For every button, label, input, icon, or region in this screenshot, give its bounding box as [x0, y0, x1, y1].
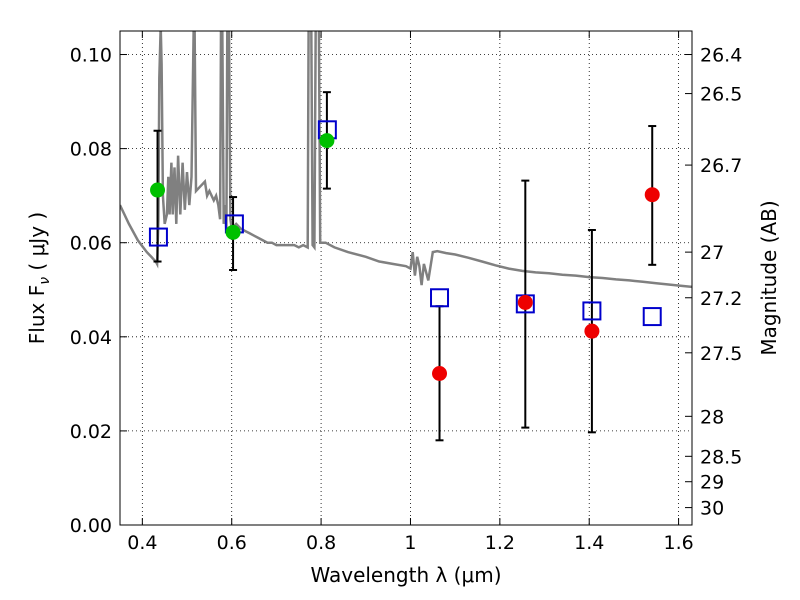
y2-tick-label: 29 — [700, 472, 724, 494]
y2-tick-label: 28.5 — [700, 446, 742, 468]
y-axis-ticks: 0.00 0.02 0.04 0.06 0.08 0.10 — [70, 45, 127, 537]
y-tick-label: 0.10 — [70, 45, 112, 67]
spectrum-line — [120, 31, 692, 289]
y2-axis-ticks: 26.4 26.5 26.7 27 27.2 27.5 28 28.5 29 30 — [685, 45, 742, 520]
plot-frame — [119, 30, 693, 526]
detection-point — [319, 133, 335, 149]
y2-tick-label: 26.5 — [700, 84, 742, 106]
y2-tick-label: 27.5 — [700, 343, 742, 365]
y-tick-label: 0.00 — [70, 515, 112, 537]
model-flux-square — [430, 288, 450, 308]
y2-tick-label: 27.2 — [700, 288, 742, 310]
y2-tick-label: 27 — [700, 242, 724, 264]
x-tick-label: 0.4 — [127, 532, 157, 554]
y2-tick-label: 28 — [700, 406, 724, 428]
y-tick-label: 0.08 — [70, 139, 112, 161]
y-tick-label: 0.06 — [70, 233, 112, 255]
model-flux-square — [582, 301, 602, 321]
observed-flux-markers — [150, 133, 660, 382]
x-tick-label: 1.6 — [663, 532, 693, 554]
y-tick-label: 0.04 — [70, 327, 112, 349]
limit-point — [584, 323, 600, 339]
x-tick-label: 1 — [404, 532, 416, 554]
y-axis-label-unit: ( μJy ) — [25, 212, 49, 277]
y-axis-label-subscript: ν — [37, 277, 53, 285]
x-tick-label: 1.4 — [574, 532, 604, 554]
limit-point — [517, 294, 533, 310]
y-axis-label: Flux Fν ( μJy ) — [25, 212, 53, 344]
y-tick-label: 0.02 — [70, 421, 112, 443]
x-tick-label: 0.6 — [217, 532, 247, 554]
model-flux-square — [642, 307, 662, 327]
y2-axis-label: Magnitude (AB) — [757, 200, 781, 355]
x-tick-label: 1.2 — [485, 532, 515, 554]
y2-tick-label: 26.4 — [700, 45, 742, 67]
detection-point — [150, 182, 166, 198]
x-axis-ticks: 0.4 0.6 0.8 1 1.2 1.4 1.6 — [127, 31, 694, 554]
limit-point — [432, 366, 448, 382]
y2-tick-label: 30 — [700, 498, 724, 520]
detection-point — [225, 224, 241, 240]
x-axis-label: Wavelength λ (μm) — [310, 563, 501, 587]
y-axis-label-main: Flux F — [25, 285, 49, 344]
x-tick-label: 0.8 — [306, 532, 336, 554]
plot-area — [120, 31, 692, 442]
model-flux-square — [148, 227, 168, 247]
limit-point — [644, 187, 660, 203]
y2-tick-label: 26.7 — [700, 155, 742, 177]
